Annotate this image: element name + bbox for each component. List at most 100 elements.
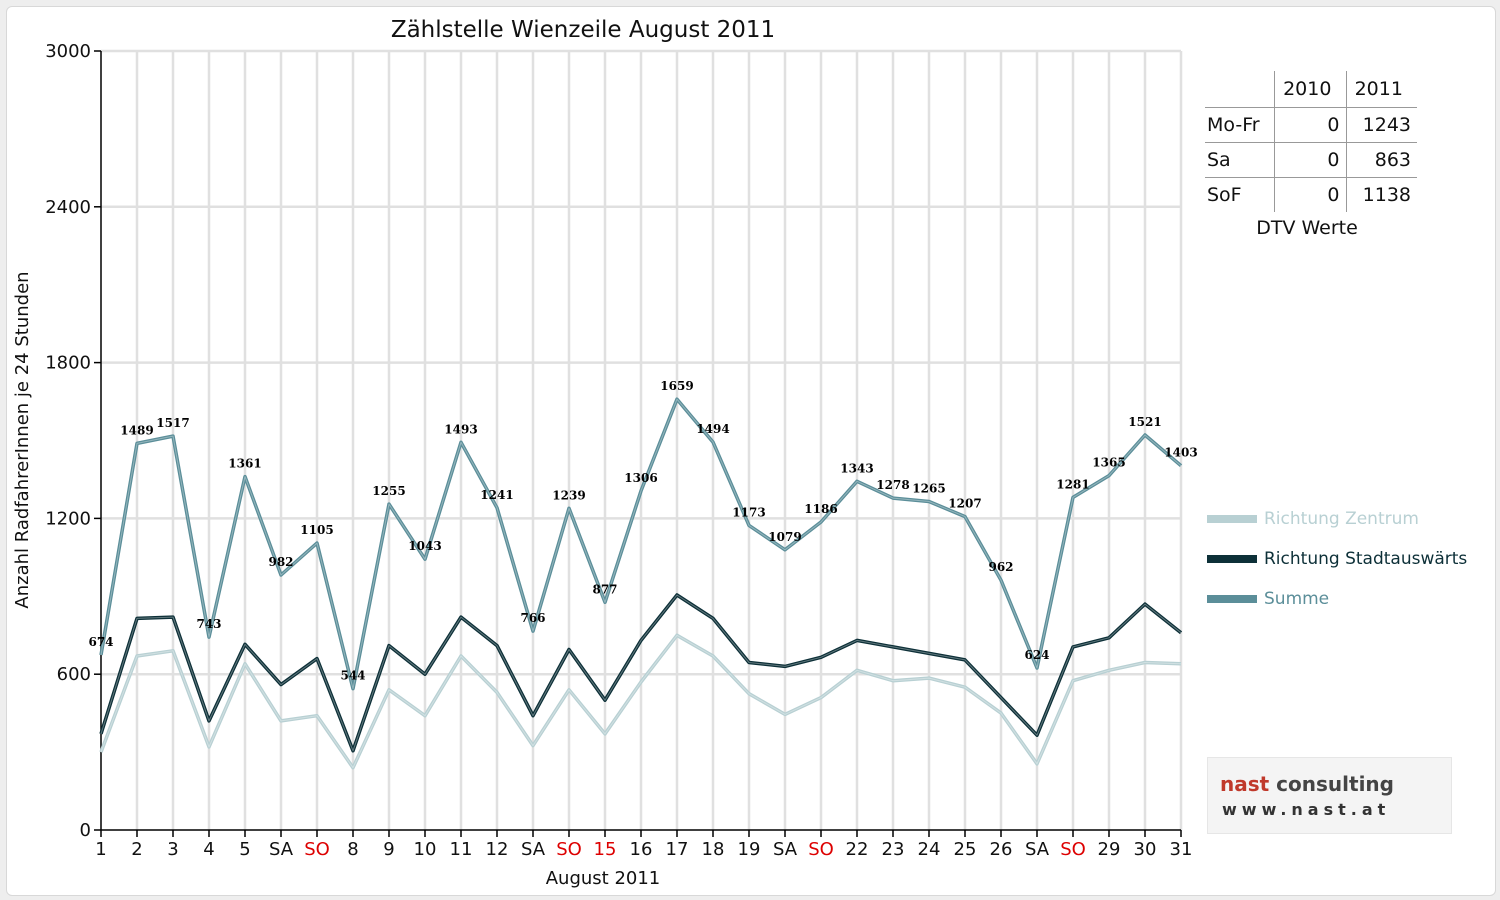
data-label: 1493 (444, 422, 477, 436)
chart-title: Zählstelle Wienzeile August 2011 (391, 17, 775, 43)
data-label: 1239 (552, 488, 585, 502)
legend-swatch (1207, 555, 1257, 563)
x-tick-label: 25 (954, 839, 977, 860)
data-label: 1517 (156, 416, 189, 430)
x-tick-label: 17 (666, 839, 689, 860)
legend-label: Richtung Stadtauswärts (1264, 549, 1468, 569)
chart-frame: 0 600 1200 1800 2400 3000 1 2 3 4 5 SA SO 8 9 10 11 12 SA S… (6, 6, 1496, 896)
y-tick-label: 1800 (45, 353, 91, 374)
data-label: 1043 (408, 539, 441, 553)
dtv-value-2011: 1243 (1346, 107, 1417, 143)
series-line-highlight (100, 398, 1182, 690)
x-tick-label: SO (556, 839, 582, 860)
data-label: 766 (520, 611, 545, 625)
dtv-row-label: SoF (1205, 177, 1276, 212)
x-tick-label: 29 (1098, 839, 1121, 860)
data-label: 1403 (1164, 446, 1197, 460)
data-label: 1207 (948, 497, 981, 511)
dtv-table: 2010 2011 Mo-Fr 0 1243 Sa 0 863 SoF 0 11… (1205, 71, 1417, 212)
series-line-summe (99, 397, 1183, 691)
data-label: 1659 (660, 379, 693, 393)
data-label: 1241 (480, 488, 513, 502)
logo-brand: nast consulting (1220, 772, 1394, 796)
legend-label: Summe (1264, 589, 1330, 609)
x-tick-label: 1 (95, 839, 106, 860)
dtv-row: Sa 0 863 (1205, 142, 1417, 178)
legend-swatch (1207, 515, 1257, 523)
x-tick-label: 2 (131, 839, 142, 860)
x-tick-label: 5 (239, 839, 250, 860)
x-tick-label: 9 (383, 839, 394, 860)
x-tick-label: SA (269, 839, 294, 860)
dtv-header-2010: 2010 (1274, 71, 1347, 108)
x-tick-label: 22 (846, 839, 869, 860)
x-tick-label: SO (1060, 839, 1086, 860)
y-tick-label: 600 (57, 664, 91, 685)
data-label: 1365 (1092, 456, 1125, 470)
x-tick-label: SO (808, 839, 834, 860)
data-label: 877 (592, 582, 617, 596)
x-tick-label: 31 (1170, 839, 1193, 860)
series-line-stadtauswaerts (99, 593, 1183, 753)
x-tick-label: 15 (594, 839, 617, 860)
data-label: 962 (988, 560, 1013, 574)
data-label: 1361 (228, 457, 261, 471)
data-label: 1494 (696, 422, 729, 436)
x-tick-label: 19 (738, 839, 761, 860)
data-label: 1079 (768, 530, 801, 544)
dtv-caption: DTV Werte (1256, 217, 1358, 239)
legend-label: Richtung Zentrum (1264, 509, 1419, 529)
logo-url: www.nast.at (1222, 800, 1391, 819)
dtv-value-2011: 863 (1346, 142, 1417, 178)
dtv-value-2011: 1138 (1346, 177, 1417, 212)
y-axis-title: Anzahl RadfahrerInnen je 24 Stunden (12, 271, 33, 608)
data-label: 1255 (372, 484, 405, 498)
dtv-value-2010: 0 (1274, 107, 1347, 143)
data-label: 1278 (876, 478, 909, 492)
x-tick-label: 18 (702, 839, 725, 860)
series-line-highlight (100, 634, 1182, 769)
y-tick-label: 1200 (45, 508, 91, 529)
dtv-value-2010: 0 (1274, 142, 1347, 178)
data-label: 1306 (624, 471, 657, 485)
series-line-zentrum (99, 633, 1182, 770)
x-tick-label: 8 (347, 839, 358, 860)
data-label: 1343 (840, 461, 873, 475)
dtv-value-2010: 0 (1274, 177, 1347, 212)
y-tick-label: 0 (80, 820, 91, 841)
data-label: 743 (196, 617, 221, 631)
data-label: 982 (268, 555, 293, 569)
chart-legend: Richtung Zentrum Richtung Stadtauswärts … (1207, 499, 1467, 619)
data-label: 1265 (912, 482, 945, 496)
x-tick-label: SA (521, 839, 546, 860)
x-axis-title: August 2011 (546, 868, 661, 889)
y-tick-label: 3000 (45, 41, 91, 62)
logo-word-consulting: consulting (1276, 772, 1394, 796)
x-tick-label: 30 (1134, 839, 1157, 860)
data-label: 1281 (1056, 477, 1089, 491)
x-tick-label: 24 (918, 839, 941, 860)
series-line-highlight (100, 594, 1182, 752)
data-label: 624 (1024, 648, 1049, 662)
legend-item-stadtauswaerts: Richtung Stadtauswärts (1207, 539, 1467, 579)
data-label: 1173 (732, 505, 765, 519)
dtv-row-label: Sa (1205, 142, 1276, 178)
x-tick-label: 4 (203, 839, 214, 860)
x-tick-label: SO (304, 839, 330, 860)
dtv-row: SoF 0 1138 (1205, 177, 1417, 212)
x-tick-label: 23 (882, 839, 905, 860)
data-label: 544 (340, 669, 365, 683)
x-tick-label: 10 (414, 839, 437, 860)
dtv-row-label: Mo-Fr (1205, 107, 1276, 143)
x-tick-label: 16 (630, 839, 653, 860)
legend-swatch (1207, 595, 1257, 603)
data-label: 1186 (804, 502, 837, 516)
data-label: 1521 (1128, 415, 1161, 429)
legend-item-summe: Summe (1207, 579, 1467, 619)
x-tick-label: SA (773, 839, 798, 860)
logo-word-nast: nast (1220, 772, 1270, 796)
data-label: 1489 (120, 423, 153, 437)
x-tick-label: 12 (486, 839, 509, 860)
y-tick-label: 2400 (45, 197, 91, 218)
